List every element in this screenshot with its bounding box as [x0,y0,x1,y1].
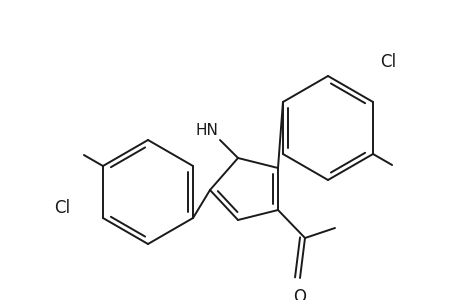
Text: HN: HN [195,123,218,138]
Text: Cl: Cl [54,199,70,217]
Text: O: O [293,288,306,300]
Text: Cl: Cl [379,53,395,71]
